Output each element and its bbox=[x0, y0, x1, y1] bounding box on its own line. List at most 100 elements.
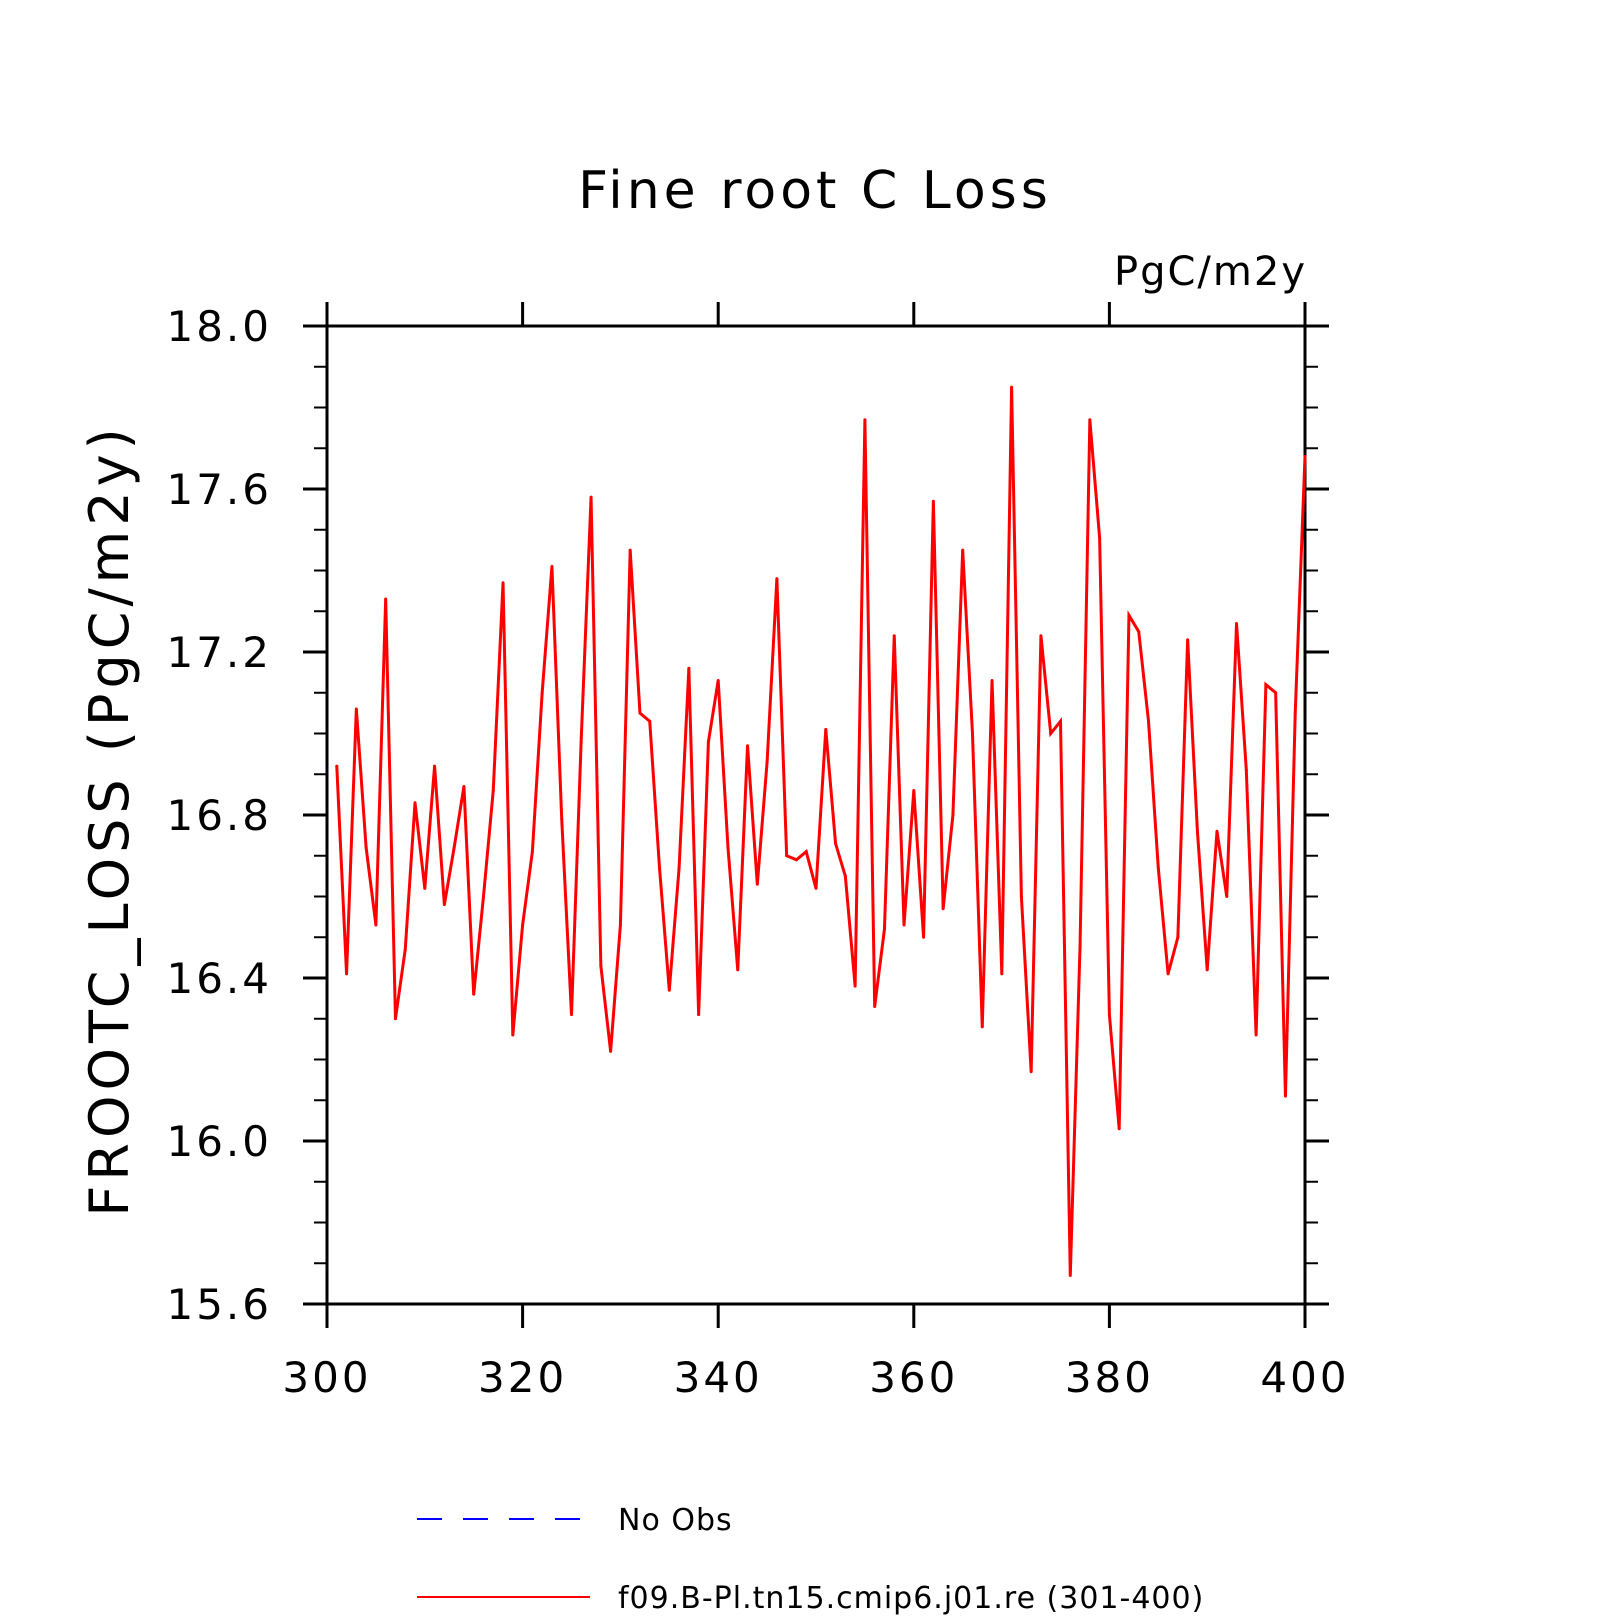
data-point bbox=[1000, 972, 1004, 976]
data-point bbox=[765, 760, 769, 764]
x-tick-label: 400 bbox=[1260, 1353, 1349, 1402]
data-point bbox=[570, 1013, 573, 1017]
data-point bbox=[785, 854, 789, 858]
data-point bbox=[746, 744, 750, 748]
data-point bbox=[941, 907, 945, 911]
data-point bbox=[1186, 638, 1190, 642]
data-point bbox=[1039, 634, 1043, 638]
y-tick-labels: 15.6 16.0 16.4 16.8 17.2 17.6 18.0 bbox=[166, 302, 272, 1329]
data-point bbox=[1244, 768, 1248, 772]
data-point bbox=[491, 789, 495, 793]
data-point bbox=[1303, 454, 1307, 458]
data-point bbox=[834, 842, 838, 846]
data-point bbox=[912, 789, 916, 793]
data-point bbox=[1107, 1013, 1111, 1017]
data-point bbox=[501, 581, 505, 585]
data-point bbox=[452, 846, 456, 850]
x-tick-label: 360 bbox=[869, 1353, 958, 1402]
legend-label-model: f09.B-Pl.tn15.cmip6.j01.re (301-400) bbox=[618, 1581, 1204, 1616]
data-point bbox=[618, 923, 622, 927]
data-point bbox=[1156, 866, 1160, 870]
data-point bbox=[638, 711, 642, 715]
data-point bbox=[658, 866, 662, 870]
data-point bbox=[1283, 1094, 1287, 1098]
data-point bbox=[951, 813, 955, 817]
y-tick-label: 16.8 bbox=[166, 791, 272, 840]
data-point bbox=[1117, 1127, 1121, 1131]
y-tick-label: 16.0 bbox=[166, 1117, 272, 1166]
data-point bbox=[1147, 719, 1151, 723]
y-tick-label: 18.0 bbox=[166, 302, 272, 351]
data-point bbox=[1127, 613, 1131, 617]
data-point bbox=[667, 988, 671, 992]
series-line-red bbox=[335, 387, 1307, 1276]
data-point bbox=[697, 1013, 701, 1017]
data-point bbox=[1010, 385, 1014, 389]
data-point bbox=[794, 858, 798, 862]
data-point bbox=[1274, 691, 1278, 695]
data-point bbox=[1019, 895, 1023, 898]
data-point bbox=[345, 972, 349, 976]
data-point bbox=[374, 923, 378, 927]
data-point bbox=[1029, 1070, 1033, 1074]
data-point bbox=[843, 874, 847, 878]
data-point bbox=[384, 597, 388, 601]
data-point bbox=[550, 564, 554, 568]
y-tick-label: 17.2 bbox=[166, 628, 272, 677]
x-tick-labels: 300 320 340 360 380 400 bbox=[282, 1353, 1349, 1402]
data-point bbox=[442, 903, 446, 907]
data-point bbox=[726, 846, 730, 850]
data-point bbox=[677, 866, 681, 870]
legend: No Obs f09.B-Pl.tn15.cmip6.j01.re (301-4… bbox=[417, 1503, 1204, 1616]
data-point bbox=[736, 968, 740, 972]
data-point bbox=[755, 882, 759, 886]
data-point bbox=[1195, 829, 1199, 833]
data-point bbox=[804, 850, 808, 854]
data-point bbox=[530, 850, 534, 854]
data-point bbox=[716, 679, 720, 683]
data-point bbox=[882, 927, 886, 931]
data-point bbox=[990, 679, 994, 683]
data-point bbox=[931, 499, 935, 503]
data-point bbox=[1225, 895, 1229, 898]
data-point bbox=[364, 846, 368, 850]
data-point bbox=[540, 691, 544, 695]
data-point bbox=[1235, 621, 1239, 625]
data-point bbox=[521, 923, 525, 927]
data-point bbox=[1078, 943, 1082, 947]
data-point bbox=[1215, 829, 1219, 833]
data-point bbox=[970, 732, 974, 735]
data-point bbox=[922, 935, 926, 939]
units-label: PgC/m2y bbox=[1114, 249, 1307, 295]
data-point bbox=[481, 895, 485, 898]
data-point bbox=[599, 964, 603, 968]
data-point bbox=[511, 1033, 515, 1037]
x-tick-label: 320 bbox=[478, 1353, 567, 1402]
data-point bbox=[609, 1049, 613, 1053]
data-point bbox=[961, 548, 965, 552]
data-point bbox=[403, 947, 407, 951]
data-point bbox=[824, 727, 828, 731]
data-point bbox=[1264, 683, 1268, 687]
axis-ticks bbox=[303, 302, 1329, 1328]
data-point bbox=[1068, 1273, 1072, 1277]
data-point bbox=[1176, 935, 1180, 939]
data-point bbox=[814, 886, 818, 890]
data-point bbox=[892, 634, 896, 638]
data-point bbox=[560, 817, 564, 821]
data-point bbox=[706, 740, 710, 744]
plot-frame bbox=[325, 324, 1307, 1306]
data-point bbox=[413, 801, 417, 805]
data-point bbox=[873, 1005, 877, 1009]
data-point bbox=[853, 984, 857, 988]
data-point bbox=[902, 923, 906, 927]
legend-label-no-obs: No Obs bbox=[618, 1503, 733, 1538]
data-point bbox=[1293, 711, 1297, 715]
data-point bbox=[1166, 972, 1170, 976]
series-points bbox=[335, 385, 1307, 1277]
data-point bbox=[1205, 968, 1209, 972]
data-point bbox=[628, 548, 632, 552]
data-point bbox=[775, 577, 779, 581]
data-point bbox=[1049, 732, 1053, 735]
